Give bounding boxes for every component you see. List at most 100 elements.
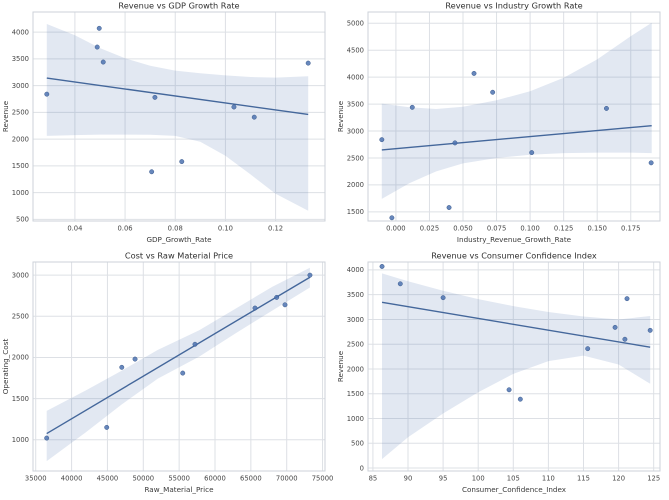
chart-revenue-vs-consumer-confidence-index: 85 90 95 100 105 110 115 120 125 0 500 1000 1500 2000… [335,250,669,500]
data-point [517,396,523,402]
y-tick-label: 3500 [346,291,363,299]
data-point [252,305,258,311]
y-tick-label: 1500 [12,395,29,403]
x-tick-label: 0.06 [117,225,132,233]
data-point [612,324,618,330]
x-tick-label: 85 [368,475,377,483]
chart-revenue-vs-industry-growth-rate: 0.000 0.025 0.050 0.075 0.100 0.125 0.150 0.175… [335,0,669,250]
chart-svg-revenue-vs-cci: 85 90 95 100 105 110 115 120 125 0 500 1000 1500 2000… [336,251,660,494]
x-tick-label: 105 [506,475,519,483]
y-tick-label: 3500 [346,100,363,108]
x-tick-label: 0.025 [419,225,438,233]
data-point [489,89,495,95]
y-axis-label: Revenue [336,350,345,382]
x-tick-label: 120 [612,475,625,483]
x-tick-label: 100 [471,475,484,483]
y-tick-label: 4000 [12,28,29,36]
data-point [96,25,102,31]
regression-line [46,77,309,116]
x-axis-label: Raw_Material_Price [144,485,214,494]
chart-revenue-vs-gdp-growth-rate: 0.04 0.06 0.08 0.10 0.12 500 1000 1500 2000 2500 3… [0,0,335,250]
data-point [647,327,653,333]
y-tick-label: 5000 [346,20,363,28]
y-tick-label: 2500 [12,109,29,117]
data-point [274,294,280,300]
y-axis-label: Revenue [336,100,345,132]
x-tick-label: 35000 [25,475,47,483]
x-tick-label: 60000 [204,475,226,483]
data-point [471,70,476,76]
x-tick-label: 0.000 [386,225,405,233]
data-point [104,424,110,430]
y-tick-label: 500 [16,216,29,224]
data-point [378,137,384,143]
y-tick-label: 3000 [12,271,29,279]
data-point [282,302,288,308]
data-point [388,215,394,221]
y-tick-label: 2500 [12,313,29,321]
data-point [305,60,311,66]
data-point [506,387,512,393]
data-point [149,169,155,175]
y-tick-label: 1000 [346,415,363,423]
data-point [44,91,50,97]
regression-line [46,276,311,435]
data-point [440,295,446,301]
x-tick-label: 0.10 [218,225,233,233]
x-tick-label: 0.050 [453,225,472,233]
y-tick-label: 1000 [12,189,29,197]
x-axis-label: Consumer_Confidence_Index [461,485,566,494]
y-tick-label: 2000 [12,135,29,143]
y-tick-label: 3000 [346,127,363,135]
data-point [251,114,257,120]
chart-title: Revenue vs Industry Growth Rate [445,1,582,11]
data-point [307,272,313,278]
x-tick-label: 40000 [61,475,83,483]
y-tick-label: 3000 [346,316,363,324]
data-point [648,160,654,166]
chart-title: Revenue vs GDP Growth Rate [118,1,239,11]
data-point [621,336,627,342]
y-tick-label: 3000 [12,82,29,90]
data-point [446,205,452,210]
data-point [624,296,629,302]
x-tick-label: 0.12 [268,225,283,233]
data-point [152,94,158,100]
plot-border [32,11,326,222]
y-tick-label: 4000 [346,266,363,274]
chart-cost-vs-raw-material-price: 35000 40000 45000 50000 55000 60000 65000 70000… [0,250,335,500]
x-tick-label: 115 [576,475,589,483]
regression-line [381,301,650,348]
data-point [132,356,138,362]
plot-area [33,12,325,221]
regression-line [381,124,652,151]
data-point [584,346,590,352]
data-point [231,104,237,110]
x-tick-label: 0.08 [168,225,183,233]
chart-svg-revenue-vs-gdp: 0.04 0.06 0.08 0.10 0.12 500 1000 1500 2000 2500 3… [1,1,326,244]
x-tick-label: 0.175 [621,225,640,233]
y-tick-label: 4500 [346,47,363,55]
data-point [44,435,50,441]
data-point [179,159,185,165]
y-axis-label: Operating_Cost [1,339,10,395]
data-point [94,44,100,50]
x-tick-label: 50000 [132,475,154,483]
y-tick-label: 2500 [346,154,363,162]
x-tick-label: 0.075 [486,225,505,233]
chart-svg-cost-vs-raw-material: 35000 40000 45000 50000 55000 60000 65000 70000… [1,251,333,495]
y-tick-label: 3500 [12,55,29,63]
x-tick-label: 90 [403,475,412,483]
x-axis-label: GDP_Growth_Rate [146,235,212,244]
y-tick-label: 2000 [346,365,363,373]
plot-border [367,261,660,472]
data-point [397,281,403,287]
chart-svg-revenue-vs-industry: 0.000 0.025 0.050 0.075 0.100 0.125 0.150 0.175… [336,1,660,244]
x-tick-label: 0.100 [520,225,539,233]
y-tick-label: 1500 [346,390,363,398]
y-tick-label: 2000 [12,354,29,362]
data-point [180,370,186,376]
plot-border [367,11,660,222]
confidence-band [381,273,650,460]
